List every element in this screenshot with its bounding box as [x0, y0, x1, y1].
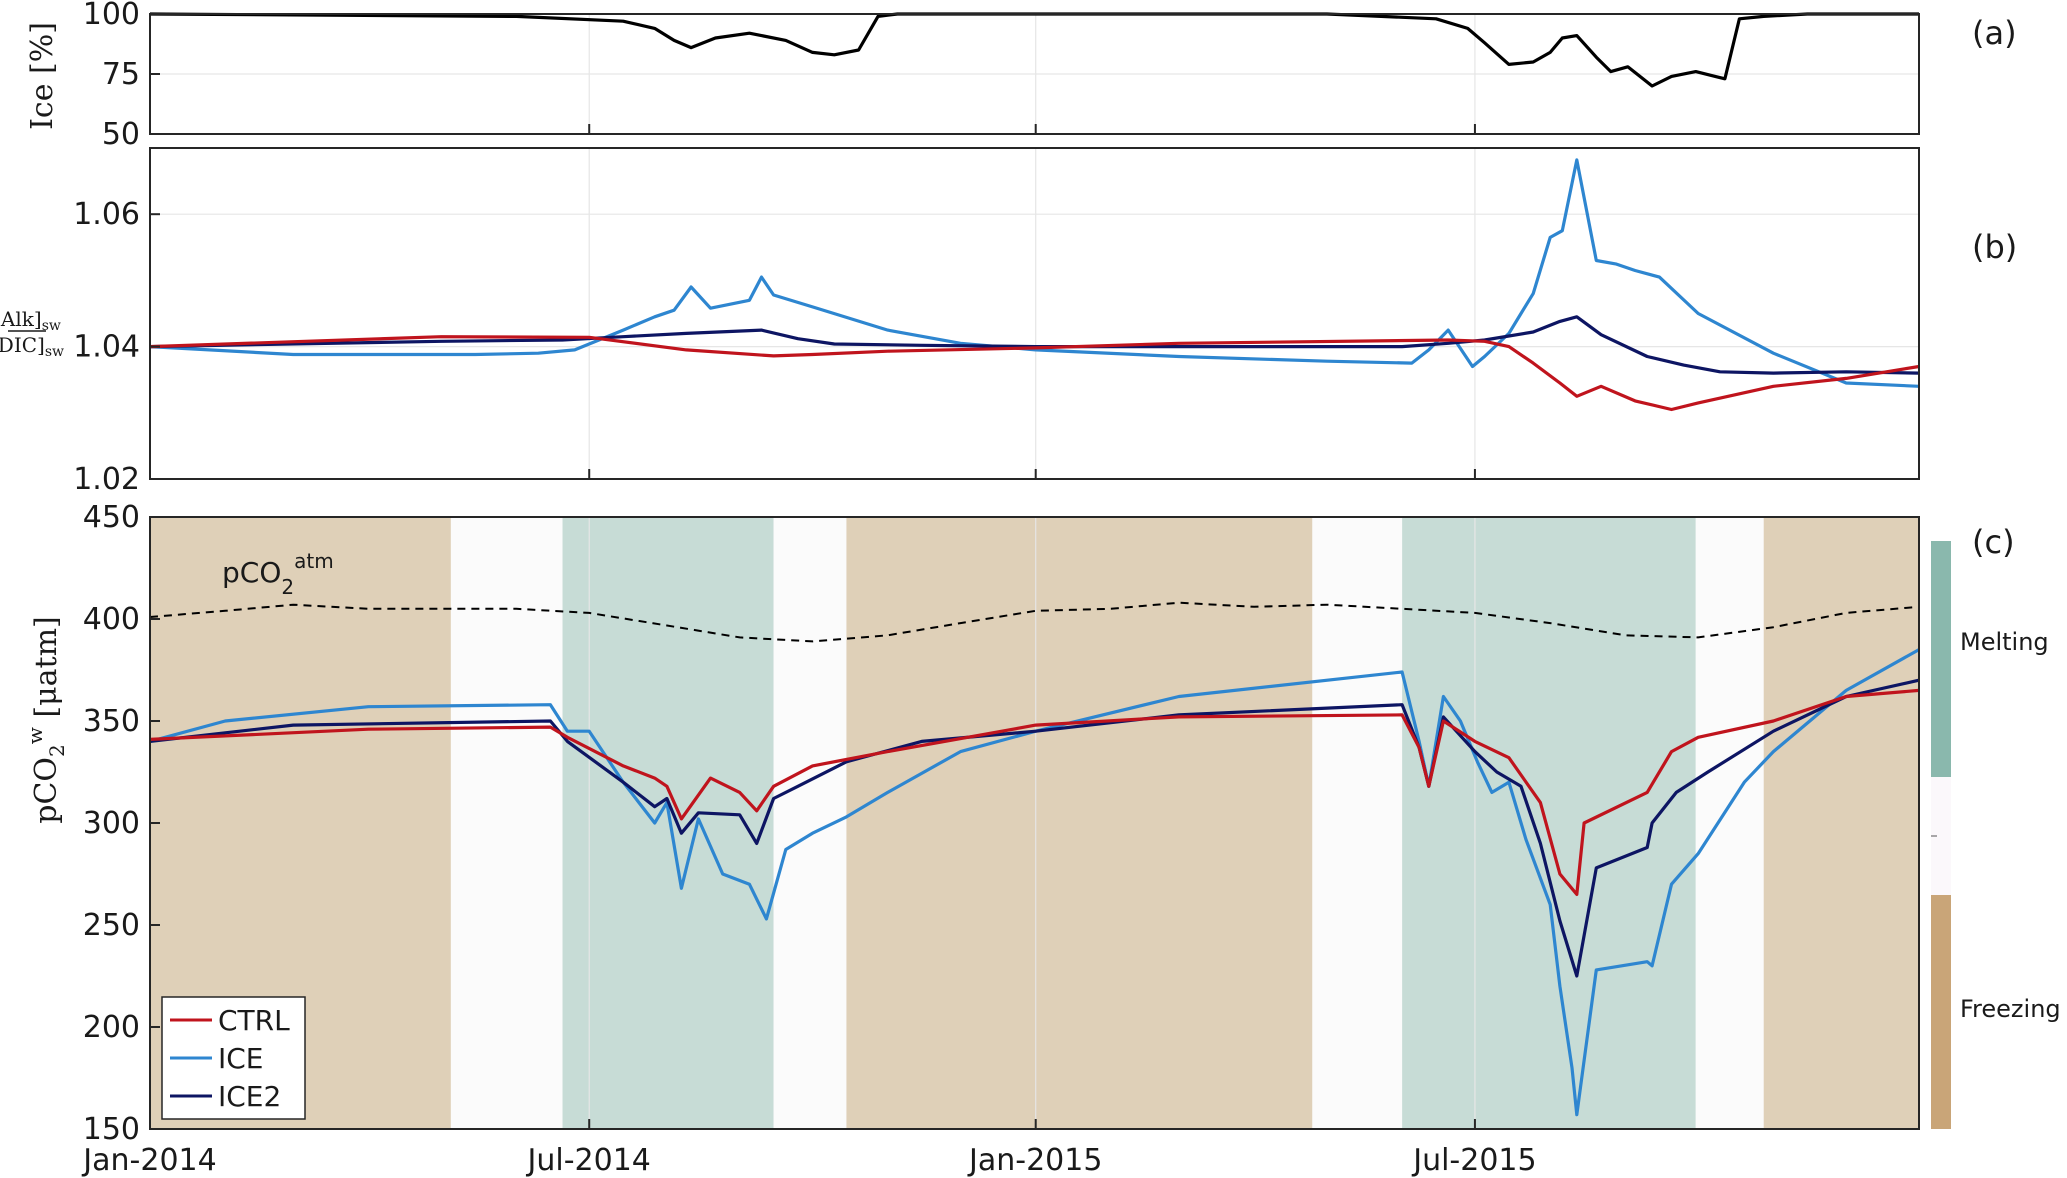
panel-b-y-label-denominator: [DIC]sw	[0, 333, 64, 360]
panel-b-frame	[149, 147, 1920, 480]
phase-band-neutral	[1695, 517, 1764, 1129]
y-tick-label: 150	[83, 1112, 140, 1147]
colorbar-label-freezing: Freezing	[1960, 995, 2061, 1023]
phase-colorbar: Melting Freezing	[1931, 541, 2061, 1129]
y-tick-label: 300	[83, 806, 140, 841]
colorbar-freezing-swatch	[1931, 895, 1951, 1129]
y-tick-label: 250	[83, 908, 140, 943]
series-line-ice2	[149, 315, 1920, 375]
series-line-ice2	[149, 678, 1920, 978]
y-tick-label: 100	[83, 0, 140, 32]
panel-c-y-ticks: 150 200 250 300 350 400 450	[83, 500, 1476, 1147]
colorbar-melting-swatch	[1931, 541, 1951, 777]
x-tick-label: Jan-2015	[967, 1143, 1102, 1178]
panel-b-y-label: [Alk]sw [DIC]sw	[0, 307, 64, 360]
legend-label-ice: ICE	[218, 1042, 264, 1075]
phase-band-melting	[1402, 517, 1696, 1129]
panel-b-tag: (b)	[1972, 228, 2017, 266]
y-tick-label: 450	[83, 500, 140, 535]
legend-label-ice2: ICE2	[218, 1080, 281, 1113]
y-tick-label: 1.04	[73, 330, 140, 365]
phase-band-melting	[562, 517, 774, 1129]
phase-band-neutral	[1312, 517, 1403, 1129]
y-tick-label: 200	[83, 1010, 140, 1045]
panel-b-y-label-numerator: [Alk]sw	[0, 307, 61, 334]
colorbar-neutral-swatch	[1931, 777, 1951, 895]
x-tick-label: Jul-2015	[1411, 1143, 1536, 1178]
series-line-ice_cover	[149, 12, 1919, 88]
phase-band-freezing	[846, 517, 1313, 1129]
legend-box	[161, 996, 306, 1120]
legend-label-ctrl: CTRL	[218, 1004, 290, 1037]
panel-alk-dic-ratio: 1.02 1.04 1.06 [Alk]sw [DIC]sw (b)	[0, 147, 2017, 497]
y-tick-label: 400	[83, 602, 140, 637]
panel-a-lines	[149, 12, 1919, 88]
panel-a-y-ticks: 50 75 100	[83, 0, 1476, 152]
y-tick-label: 1.06	[73, 197, 140, 232]
panel-b-plot-area	[150, 148, 1919, 479]
panel-c-grid	[588, 517, 1476, 1129]
x-axis-ticks: Jan-2014 Jul-2014 Jan-2015 Jul-2015	[81, 1143, 1536, 1178]
panel-a-y-label: Ice [%]	[25, 22, 60, 130]
series-line-ctrl	[149, 335, 1920, 412]
panel-c-lines	[149, 601, 1920, 1117]
panel-c-phase-background	[150, 517, 1919, 1129]
x-tick-label: Jan-2014	[81, 1143, 216, 1178]
panel-c-y-label: pCO2w [μatm]	[23, 616, 69, 823]
phase-band-freezing	[1763, 517, 1919, 1129]
y-tick-label: 1.02	[73, 462, 140, 497]
y-tick-label: 75	[102, 57, 140, 92]
x-tick-label: Jul-2014	[526, 1143, 651, 1178]
panel-b-lines	[149, 158, 1920, 412]
series-line-ice	[149, 648, 1920, 1117]
series-line-ctrl	[149, 688, 1920, 897]
legend: CTRL ICE ICE2	[161, 996, 306, 1120]
panel-a-tag: (a)	[1972, 14, 2017, 52]
panel-c-tag: (c)	[1972, 523, 2015, 561]
panel-b-y-ticks: 1.02 1.04 1.06	[73, 197, 1476, 497]
colorbar-label-melting: Melting	[1960, 628, 2049, 656]
y-tick-label: 50	[102, 117, 140, 152]
panel-c-y-label-text: pCO2w [μatm]	[23, 616, 69, 823]
series-line-ice	[149, 158, 1920, 388]
y-tick-label: 350	[83, 704, 140, 739]
panel-ice-cover: 50 75 100 Ice [%] (a)	[25, 0, 2017, 152]
phase-band-neutral	[450, 517, 563, 1129]
